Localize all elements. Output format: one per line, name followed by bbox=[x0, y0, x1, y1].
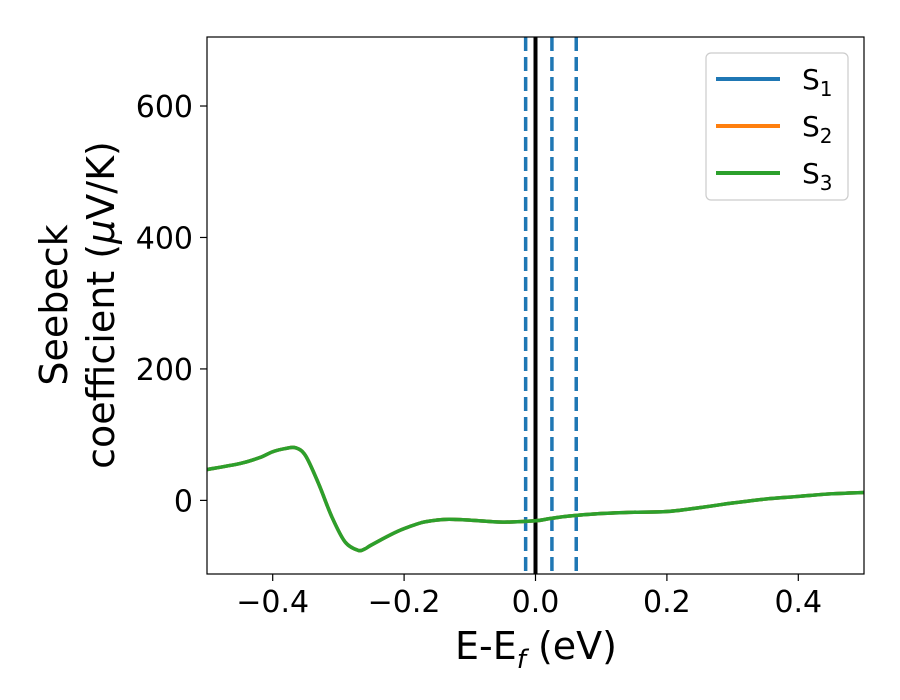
legend-label-2: S2 bbox=[802, 110, 833, 148]
legend-label-1: S1 bbox=[802, 63, 833, 101]
y-axis-label-line1: Seebeck bbox=[32, 224, 76, 385]
y-axis-ticks: 0 200 400 600 bbox=[136, 90, 207, 519]
x-tick-label: 0.0 bbox=[512, 585, 560, 620]
y-tick-label: 600 bbox=[136, 90, 193, 125]
y-tick-label: 200 bbox=[136, 353, 193, 388]
x-axis-ticks: −0.4 −0.2 0.0 0.2 0.4 bbox=[236, 574, 822, 620]
legend-label-3: S3 bbox=[802, 157, 833, 195]
series-lines bbox=[206, 445, 865, 553]
x-tick-label: 0.4 bbox=[774, 585, 822, 620]
x-tick-label: −0.4 bbox=[236, 585, 309, 620]
vertical-lines bbox=[523, 37, 578, 574]
y-tick-label: 400 bbox=[136, 221, 193, 256]
x-axis-label: E-Ef (eV) bbox=[455, 624, 617, 675]
legend: S1 S2 S3 bbox=[705, 52, 849, 201]
y-axis-label-line2: coefficient (μV/K) bbox=[79, 141, 123, 469]
x-tick-label: 0.2 bbox=[643, 585, 691, 620]
y-tick-label: 0 bbox=[174, 484, 193, 519]
y-axis-label: Seebeck coefficient (μV/K) bbox=[32, 141, 123, 469]
x-tick-label: −0.2 bbox=[368, 585, 441, 620]
series-line-3 bbox=[206, 445, 865, 553]
